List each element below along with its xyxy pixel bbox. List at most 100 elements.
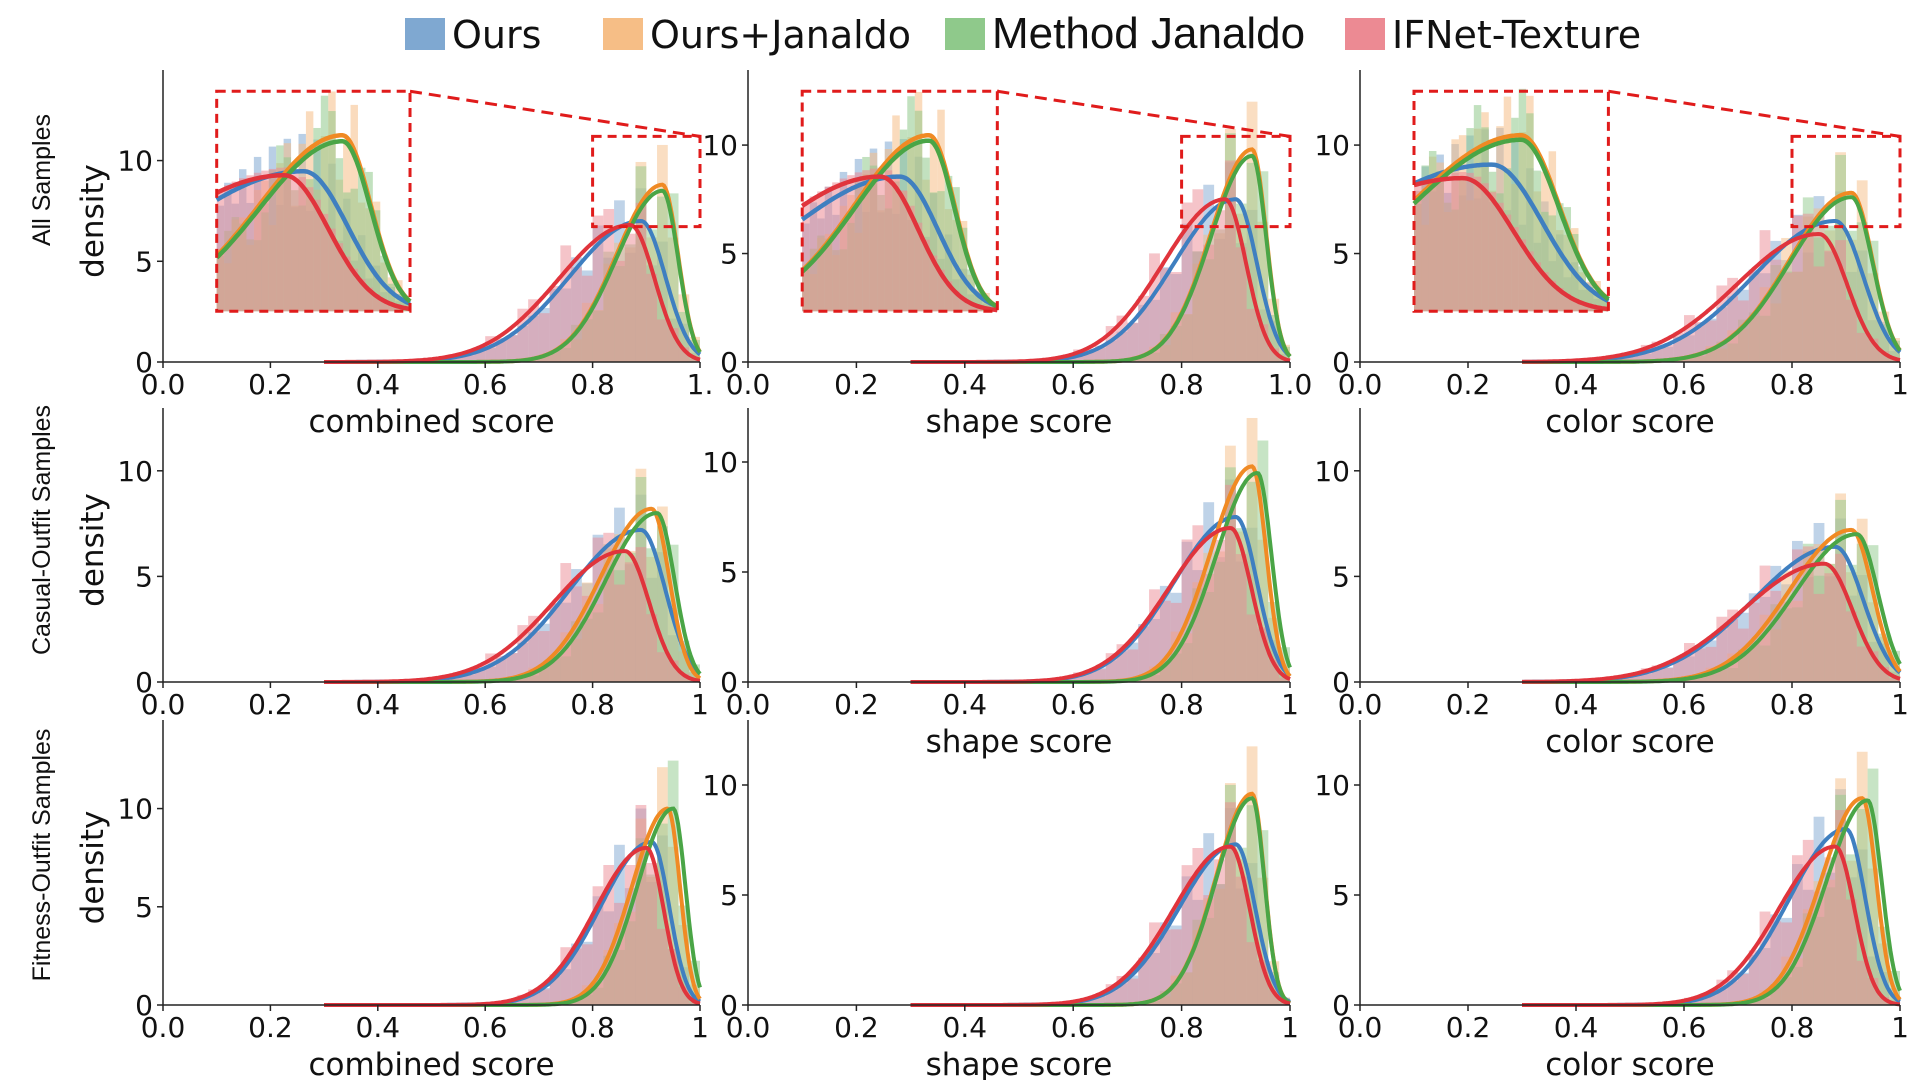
y-tick-label: 0 — [1332, 666, 1350, 699]
histogram-bar — [1878, 926, 1890, 1005]
histogram-bar — [603, 532, 615, 682]
inset-histogram-bar — [350, 268, 358, 312]
histogram-bar — [1257, 830, 1269, 1005]
inset-histogram-bar — [283, 167, 292, 312]
x-tick-label: 0.6 — [1051, 368, 1096, 401]
x-tick-label: 0.8 — [570, 688, 615, 721]
density-curve — [1522, 231, 1901, 364]
histogram-bar — [1094, 345, 1106, 362]
histogram-bar — [1738, 973, 1749, 1005]
x-tick-label: 0.4 — [943, 368, 988, 401]
histogram-bar — [1673, 332, 1684, 362]
histogram-bar — [1279, 677, 1290, 682]
inset-histogram-bar — [892, 178, 900, 312]
histogram-bar — [1781, 601, 1792, 682]
row-label: Casual-Outfit Samples — [28, 405, 56, 655]
legend-item: Ours — [405, 13, 541, 57]
inset-histogram-bar — [914, 222, 923, 312]
inset-histogram-bar — [1593, 294, 1601, 312]
histogram-bar — [1105, 653, 1117, 682]
histogram-bar — [1878, 633, 1890, 682]
histogram-bar — [1214, 859, 1225, 1005]
histogram-bar — [1705, 994, 1717, 1005]
histogram-bar — [1662, 668, 1674, 682]
histogram-bar — [1856, 222, 1868, 362]
x-axis-label: combined score — [308, 404, 554, 440]
histogram-bar — [1138, 957, 1150, 1005]
histogram-bar — [538, 989, 550, 1005]
histogram-bar — [517, 308, 529, 362]
histogram-bar — [1224, 802, 1236, 1005]
histogram-bar — [1889, 340, 1900, 362]
x-tick-label: 1 — [1281, 688, 1299, 721]
histogram-bar — [646, 614, 658, 682]
histogram-bar — [1268, 314, 1280, 362]
histogram-bar — [1159, 929, 1171, 1005]
zoom-inset-frame — [215, 89, 412, 313]
legend-swatch — [1345, 18, 1385, 50]
histogram-bar — [1127, 649, 1139, 682]
histogram-bar — [1214, 539, 1225, 682]
inset-histogram-bar — [877, 167, 885, 312]
inset-histogram-bar — [395, 294, 403, 312]
inset-histogram-bar — [1518, 88, 1527, 312]
histogram-bar — [1824, 573, 1836, 682]
x-tick-label: 0.8 — [1159, 688, 1204, 721]
inset-histogram-bar — [402, 298, 411, 312]
histogram-bar — [571, 948, 582, 1005]
histogram-bar — [1257, 627, 1269, 682]
inset-histogram-bar — [1533, 170, 1542, 312]
histogram-bar — [657, 652, 668, 682]
histogram-bar — [1116, 315, 1128, 362]
histogram-bar — [678, 643, 690, 682]
histogram-bar — [1673, 657, 1684, 682]
inset-histogram-bar — [937, 269, 945, 312]
histogram-bar — [1867, 977, 1879, 1005]
inset-histogram-bar — [1578, 302, 1586, 312]
histogram-bar — [624, 233, 636, 362]
y-axis-label: density — [75, 493, 111, 607]
histogram-bar — [1084, 348, 1095, 362]
inset-histogram-bar — [1511, 117, 1519, 312]
histogram-bar — [1856, 960, 1868, 1005]
zoom-inset — [1412, 88, 1610, 313]
histogram-bar — [689, 358, 700, 362]
x-tick-label: 0.4 — [1554, 688, 1599, 721]
x-tick-label: 1. — [687, 368, 714, 401]
y-tick-label: 5 — [1332, 238, 1350, 271]
inset-histogram-bar — [1473, 176, 1482, 312]
histogram-bar — [1889, 359, 1900, 362]
inset-histogram-bar — [387, 303, 396, 312]
histogram-bar — [624, 562, 636, 682]
y-tick-label: 10 — [117, 455, 153, 488]
histogram-bar — [506, 335, 518, 362]
histogram-bar — [1684, 643, 1695, 682]
x-axis-label: shape score — [926, 404, 1113, 440]
inset-histogram-bar — [1503, 214, 1512, 312]
histogram-bar — [1813, 593, 1825, 682]
histogram-bar — [678, 347, 690, 362]
histogram-bar — [1694, 322, 1706, 362]
inset-histogram-bar — [387, 283, 396, 312]
y-tick-label: 0 — [1332, 989, 1350, 1022]
histogram-bar — [1127, 322, 1139, 362]
y-tick-label: 0 — [720, 666, 738, 699]
histogram-bar — [581, 595, 593, 682]
histogram-bar — [1802, 213, 1814, 362]
y-tick-label: 10 — [117, 793, 153, 826]
inset-histogram-bar — [967, 302, 975, 312]
histogram-bar — [1846, 611, 1857, 682]
histogram-bar — [485, 653, 496, 682]
legend-label: Method Janaldo — [992, 9, 1305, 58]
histogram-bar — [1159, 600, 1171, 682]
histogram-bar — [1856, 809, 1868, 1005]
histogram-bar — [1105, 984, 1117, 1005]
inset-histogram-bar — [929, 255, 938, 312]
histogram-bar — [667, 949, 679, 1005]
zoom-region-box — [1180, 134, 1292, 229]
x-tick-label: 0.6 — [1662, 368, 1707, 401]
inset-histogram-bar — [944, 175, 953, 312]
